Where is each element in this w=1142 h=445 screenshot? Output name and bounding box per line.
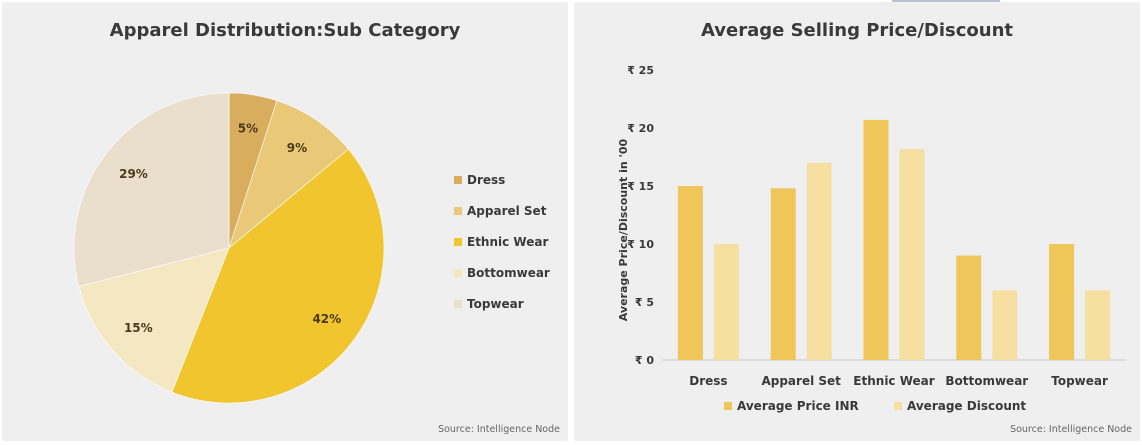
y-tick-label: ₹ 0 xyxy=(635,354,654,367)
legend-label-average-price-inr: Average Price INR xyxy=(737,399,859,413)
legend-label-bottomwear: Bottomwear xyxy=(467,266,550,280)
pie-slice-apparel-set xyxy=(228,100,349,249)
bar-average-discount-apparel-set xyxy=(806,162,832,360)
pie-slice-topwear xyxy=(73,92,230,287)
legend-swatch-ethnic-wear xyxy=(454,238,462,246)
pie-slice-label-ethnic-wear: 42% xyxy=(312,312,341,326)
bar-average-price-inr-dress xyxy=(677,186,703,360)
pie-slice-label-dress: 5% xyxy=(238,122,258,136)
y-axis-label: Average Price/Discount in '00 xyxy=(617,138,630,321)
legend-swatch-average-price-inr xyxy=(724,402,732,410)
pie-slice-label-apparel-set: 9% xyxy=(287,141,307,155)
x-tick-label-dress: Dress xyxy=(689,374,727,388)
bar-average-price-inr-bottomwear xyxy=(956,255,982,360)
pie-slice-label-bottomwear: 15% xyxy=(124,321,153,335)
pie-chart-panel: Apparel Distribution:Sub Category 5% 9% 42… xyxy=(2,2,568,441)
bar-average-discount-bottomwear xyxy=(992,290,1018,360)
legend-swatch-average-discount xyxy=(894,402,902,410)
bar-average-discount-dress xyxy=(713,244,739,360)
legend-swatch-apparel-set xyxy=(454,207,462,215)
y-tick-label: ₹ 15 xyxy=(627,180,654,193)
bar-average-price-inr-topwear xyxy=(1049,244,1075,360)
legend-label-average-discount: Average Discount xyxy=(907,399,1026,413)
pie-chart-svg: 5% 9% 42% 15% 29% Dress Apparel Set Ethnic Wear… xyxy=(73,92,550,404)
bar-chart-title: Average Selling Price/Discount xyxy=(700,20,1014,41)
bar-average-price-inr-ethnic-wear xyxy=(863,119,889,360)
bar-chart-svg: ₹ 0 ₹ 5 ₹ 10 ₹ 15 ₹ 20 ₹ 25 Average Price/Disc… xyxy=(617,64,1126,413)
legend-swatch-dress xyxy=(454,176,462,184)
pie-slice-ethnic-wear xyxy=(171,148,385,404)
bar-average-discount-ethnic-wear xyxy=(899,148,925,360)
pie-slice-label-topwear: 29% xyxy=(119,167,148,181)
x-tick-label-ethnic-wear: Ethnic Wear xyxy=(853,374,934,388)
pie-chart-title: Apparel Distribution:Sub Category xyxy=(109,20,461,41)
y-tick-label: ₹ 10 xyxy=(627,238,654,251)
legend-label-apparel-set: Apparel Set xyxy=(467,204,547,218)
x-tick-label-apparel-set: Apparel Set xyxy=(761,374,841,388)
bar-average-discount-topwear xyxy=(1085,290,1111,360)
bar-average-price-inr-apparel-set xyxy=(770,188,796,360)
legend-swatch-bottomwear xyxy=(454,269,462,277)
legend-swatch-topwear xyxy=(454,300,462,308)
legend-label-dress: Dress xyxy=(467,173,505,187)
x-tick-label-bottomwear: Bottomwear xyxy=(945,374,1028,388)
legend-label-ethnic-wear: Ethnic Wear xyxy=(467,235,548,249)
x-tick-label-topwear: Topwear xyxy=(1051,374,1108,388)
y-tick-label: ₹ 5 xyxy=(635,296,654,309)
pie-slice-bottomwear xyxy=(78,247,230,393)
bar-chart-source: Source: Intelligence Node xyxy=(1010,424,1132,435)
y-tick-label: ₹ 20 xyxy=(627,122,654,135)
y-tick-label: ₹ 25 xyxy=(627,64,654,77)
pie-chart-source: Source: Intelligence Node xyxy=(438,424,560,435)
legend-label-topwear: Topwear xyxy=(467,297,524,311)
bar-chart-panel: Average Selling Price/Discount ₹ 0 ₹ 5 ₹ 1… xyxy=(574,2,1140,441)
